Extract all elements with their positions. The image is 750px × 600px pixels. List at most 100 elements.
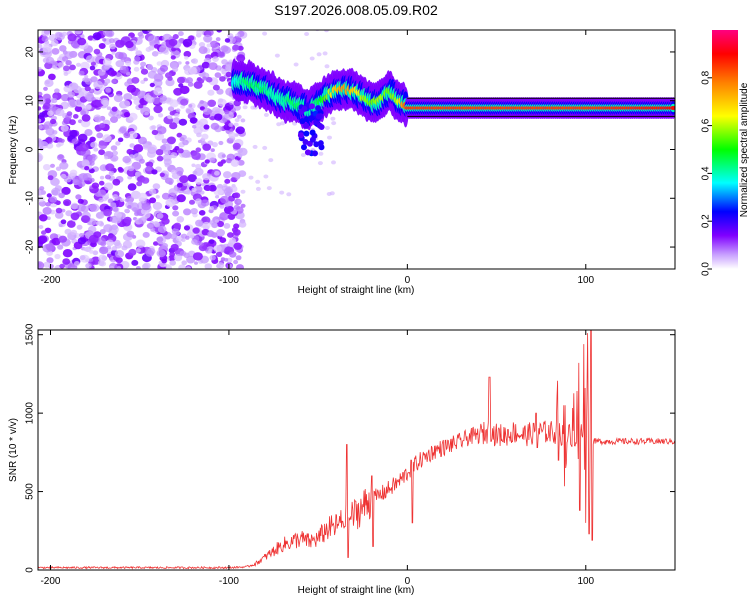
- heatmap-cell: [104, 182, 114, 191]
- heatmap-cell: [172, 210, 180, 217]
- heatmap-cell: [168, 181, 173, 186]
- heatmap-cell: [128, 248, 137, 256]
- heatmap-cell: [63, 85, 72, 93]
- heatmap-cell: [201, 183, 206, 187]
- heatmap-cell: [74, 261, 80, 266]
- heatmap-cell: [153, 87, 163, 96]
- heatmap-cell: [43, 164, 51, 171]
- heatmap-cell: [315, 105, 322, 112]
- heatmap-cell: [156, 61, 163, 66]
- heatmap-cell: [198, 242, 204, 247]
- heatmap-cell: [207, 89, 215, 96]
- heatmap-cell: [155, 195, 160, 199]
- heatmap-cell: [51, 187, 61, 196]
- heatmap-cell: [38, 235, 48, 244]
- heatmap-cell: [222, 46, 232, 54]
- heatmap-cell: [214, 72, 222, 78]
- heatmap-cell: [165, 78, 175, 87]
- heatmap-cell: [45, 127, 55, 136]
- heatmap-cell: [155, 148, 164, 156]
- heatmap-cell: [178, 264, 186, 269]
- heatmap-cell: [145, 166, 152, 172]
- heatmap-cell: [149, 197, 157, 204]
- heatmap-cell: [125, 40, 134, 49]
- heatmap-cell: [45, 202, 51, 207]
- heatmap-cell: [203, 34, 213, 43]
- heatmap-cell: [98, 197, 104, 203]
- heatmap-cell: [182, 38, 193, 47]
- heatmap-cell: [103, 209, 112, 217]
- heatmap-cell: [149, 82, 155, 88]
- heatmap-cell: [169, 233, 177, 240]
- heatmap-cell: [104, 78, 111, 84]
- heatmap-cell: [63, 199, 72, 207]
- heatmap-cell: [204, 263, 213, 269]
- heatmap-cell: [300, 153, 306, 157]
- heatmap-cell: [237, 159, 245, 166]
- heatmap-cell: [297, 132, 304, 139]
- heatmap-cell: [172, 205, 179, 211]
- heatmap-cell: [670, 106, 675, 110]
- heatmap-cell: [121, 100, 131, 108]
- heatmap-cell: [98, 180, 105, 186]
- heatmap-cell: [69, 64, 76, 71]
- colorbar-ticks: 0.0 0.2 0.4 0.6 0.8: [701, 70, 712, 276]
- heatmap-cell: [115, 141, 121, 146]
- heatmap-cell: [185, 77, 193, 84]
- heatmap-cell: [97, 69, 106, 76]
- heatmap-cell: [173, 254, 183, 262]
- heatmap-cell: [226, 206, 234, 212]
- heatmap-cell: [67, 99, 78, 108]
- heatmap-cell: [223, 223, 231, 229]
- heatmap-cell: [67, 91, 75, 98]
- heatmap-cell: [209, 157, 216, 163]
- heatmap-cell: [233, 223, 240, 229]
- heatmap-cell: [87, 35, 94, 41]
- heatmap-cell: [77, 237, 87, 245]
- heatmap-cell: [163, 158, 172, 166]
- heatmap-cell: [110, 145, 118, 151]
- heatmap-cell: [309, 56, 315, 61]
- heatmap-cell: [65, 60, 72, 66]
- colorbar-tick-label: 0.6: [701, 118, 712, 132]
- heatmap-cell: [210, 122, 220, 130]
- heatmap-cell: [138, 104, 144, 109]
- heatmap-cell: [217, 98, 224, 103]
- heatmap-cell: [331, 121, 337, 126]
- heatmap-cell: [195, 198, 202, 205]
- heatmap-cell: [39, 112, 46, 118]
- heatmap-cell: [111, 246, 118, 251]
- heatmap-cell: [209, 206, 214, 211]
- heatmap-cell: [179, 250, 187, 257]
- heatmap-cell: [171, 169, 177, 175]
- heatmap-cell: [145, 47, 152, 52]
- heatmap-cell: [185, 235, 190, 240]
- heatmap-cell: [88, 225, 97, 233]
- heatmap-cell: [93, 147, 99, 152]
- heatmap-cell: [126, 84, 137, 93]
- x-tick-label: -200: [40, 275, 60, 286]
- heatmap-cell: [109, 265, 115, 269]
- heatmap-cell: [142, 216, 148, 221]
- heatmap-cell: [111, 224, 118, 231]
- heatmap-cell: [74, 30, 83, 35]
- heatmap-cell: [38, 44, 43, 49]
- heatmap-cell: [42, 93, 51, 101]
- heatmap-cell: [192, 227, 200, 234]
- heatmap-cell: [103, 224, 113, 233]
- heatmap-cell: [303, 122, 310, 129]
- heatmap-cell: [151, 129, 159, 136]
- heatmap-cell: [85, 263, 92, 269]
- heatmap-cell: [191, 58, 198, 64]
- heatmap-cell: [227, 232, 234, 238]
- heatmap-cell: [220, 195, 229, 204]
- heatmap-cell: [107, 198, 114, 204]
- heatmap-cell: [75, 194, 82, 200]
- heatmap-cell: [198, 46, 208, 54]
- heatmap-cell: [52, 94, 58, 99]
- heatmap-cell: [207, 230, 215, 237]
- heatmap-cell: [105, 87, 112, 93]
- heatmap-cell: [160, 145, 167, 151]
- heatmap-cell: [43, 261, 51, 268]
- heatmap-cell: [168, 188, 178, 197]
